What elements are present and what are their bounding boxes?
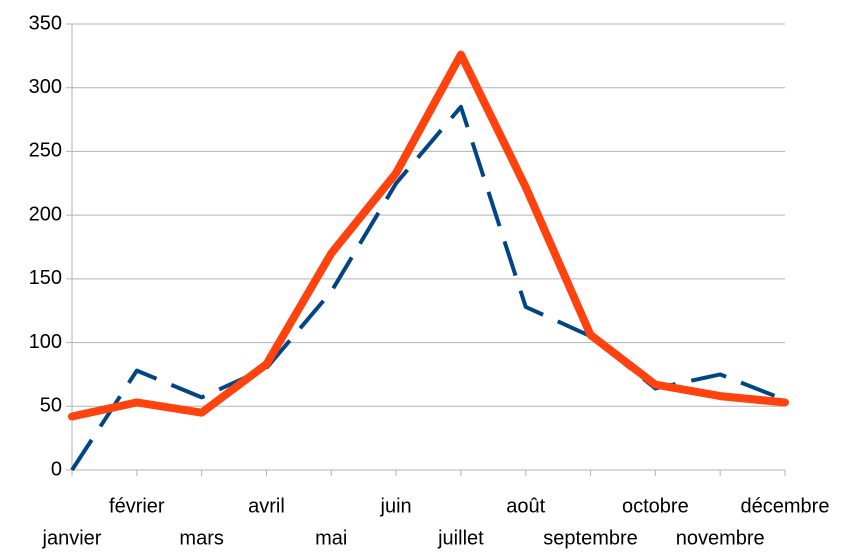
x-tick-label: février — [109, 495, 165, 517]
x-tick-label: août — [506, 495, 545, 517]
y-tick-label: 0 — [51, 458, 62, 480]
y-tick-label: 50 — [40, 395, 62, 417]
x-tick-label: mars — [179, 527, 223, 549]
x-tick-label: mai — [315, 527, 347, 549]
x-tick-label: janvier — [42, 527, 102, 549]
x-tick-label: juin — [380, 495, 412, 517]
y-tick-label: 200 — [29, 203, 62, 225]
y-tick-label: 300 — [29, 76, 62, 98]
series-line — [68, 50, 789, 421]
x-tick-label: novembre — [676, 527, 765, 549]
y-tick-label: 100 — [29, 331, 62, 353]
x-tick-label: septembre — [543, 527, 638, 549]
x-tick-label: juillet — [437, 527, 484, 549]
y-tick-label: 350 — [29, 12, 62, 34]
x-tick-label: octobre — [622, 495, 689, 517]
x-tick-label: avril — [248, 495, 285, 517]
y-tick-label: 250 — [29, 140, 62, 162]
y-tick-label: 150 — [29, 267, 62, 289]
x-tick-label: décembre — [741, 495, 830, 517]
series-line — [70, 104, 786, 472]
